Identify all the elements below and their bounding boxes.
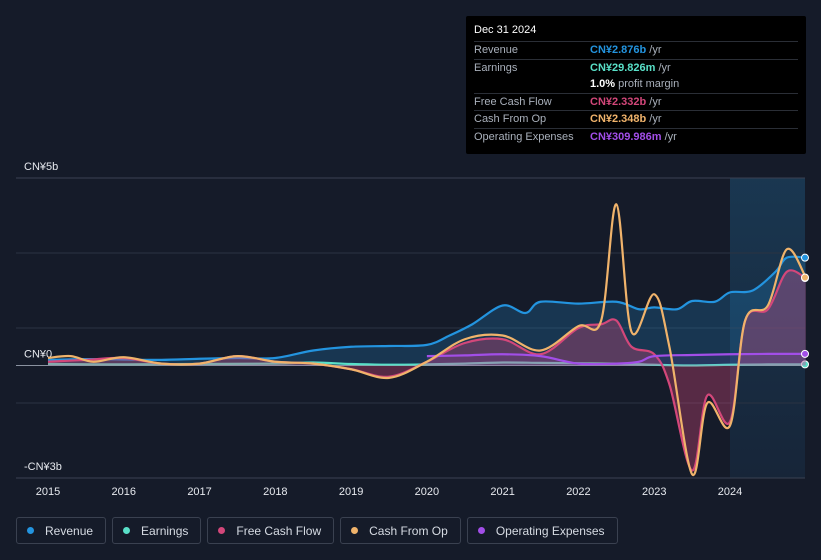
x-tick-label: 2020: [415, 486, 439, 498]
tooltip-row-margin: 1.0% profit margin: [474, 76, 798, 93]
x-tick-label: 2021: [490, 486, 514, 498]
tooltip-value: CN¥29.826m: [590, 61, 656, 74]
area-opex: [426, 353, 806, 366]
line-opex: [426, 352, 806, 366]
area-revenue: [48, 256, 806, 366]
legend-dot-icon: [351, 527, 359, 534]
x-tick-label: 2018: [263, 486, 287, 498]
x-tick-label: 2015: [36, 486, 60, 498]
x-tick-label: 2016: [112, 486, 136, 498]
tooltip-unit: /yr: [658, 61, 671, 74]
x-tick-label: 2024: [718, 486, 742, 498]
legend-dot-icon: [123, 527, 131, 534]
legend-label: Operating Expenses: [495, 523, 605, 538]
end-dot-cfo: [801, 273, 809, 282]
tooltip-unit: /yr: [649, 113, 662, 126]
tooltip-unit: /yr: [649, 44, 662, 57]
legend-label: Cash From Op: [369, 523, 448, 538]
legend-label: Earnings: [141, 523, 189, 538]
tooltip-value: CN¥2.876b: [590, 44, 647, 57]
end-dot-opex: [801, 349, 809, 358]
tooltip-label: Revenue: [474, 44, 519, 57]
line-revenue: [47, 255, 806, 361]
tooltip-value: CN¥2.332b: [590, 95, 647, 108]
tooltip-value: CN¥309.986m: [590, 130, 662, 143]
tooltip-row-opex: Operating Expenses CN¥309.986m /yr: [474, 127, 798, 146]
y-label-top: CN¥5b: [24, 161, 58, 173]
tooltip-row-cfo: Cash From Op CN¥2.348b /yr: [474, 110, 798, 128]
x-tick-label: 2023: [642, 486, 666, 498]
chart-legend: Revenue Earnings Free Cash Flow Cash Fro…: [16, 517, 618, 544]
line-cfo: [47, 203, 807, 476]
data-tooltip: Dec 31 2024 Revenue CN¥2.876b /yr Earnin…: [466, 16, 806, 154]
legend-revenue[interactable]: Revenue: [16, 517, 107, 544]
tooltip-value: 1.0%: [590, 78, 616, 91]
end-dot-revenue: [801, 253, 809, 262]
line-earnings: [47, 361, 806, 367]
legend-label: Free Cash Flow: [236, 523, 322, 538]
tooltip-row-revenue: Revenue CN¥2.876b /yr: [474, 41, 798, 59]
tooltip-row-earnings: Earnings CN¥29.826m /yr: [474, 58, 798, 77]
legend-dot-icon: [27, 527, 34, 534]
end-dot-earnings: [801, 360, 809, 369]
legend-cash-from-op[interactable]: Cash From Op: [340, 517, 461, 544]
tooltip-unit: /yr: [664, 130, 677, 143]
tooltip-label: Free Cash Flow: [474, 95, 552, 108]
tooltip-label: Operating Expenses: [474, 130, 574, 143]
legend-operating-expenses[interactable]: Operating Expenses: [466, 517, 618, 544]
legend-earnings[interactable]: Earnings: [112, 517, 202, 544]
legend-dot-icon: [218, 527, 226, 534]
tooltip-date: Dec 31 2024: [474, 24, 537, 36]
tooltip-value: CN¥2.348b: [590, 113, 647, 126]
x-tick-label: 2022: [566, 486, 590, 498]
legend-dot-icon: [477, 527, 485, 534]
y-label-bottom: -CN¥3b: [24, 461, 62, 473]
legend-free-cash-flow[interactable]: Free Cash Flow: [207, 517, 335, 544]
x-tick-label: 2019: [339, 486, 363, 498]
y-label-zero: CN¥0: [24, 349, 52, 361]
tooltip-label: Cash From Op: [474, 113, 547, 126]
tooltip-label: Earnings: [474, 61, 518, 74]
tooltip-unit: profit margin: [618, 78, 680, 91]
legend-label: Revenue: [45, 523, 94, 538]
tooltip-unit: /yr: [649, 95, 662, 108]
tooltip-row-fcf: Free Cash Flow CN¥2.332b /yr: [474, 92, 798, 111]
x-tick-label: 2017: [187, 486, 211, 498]
